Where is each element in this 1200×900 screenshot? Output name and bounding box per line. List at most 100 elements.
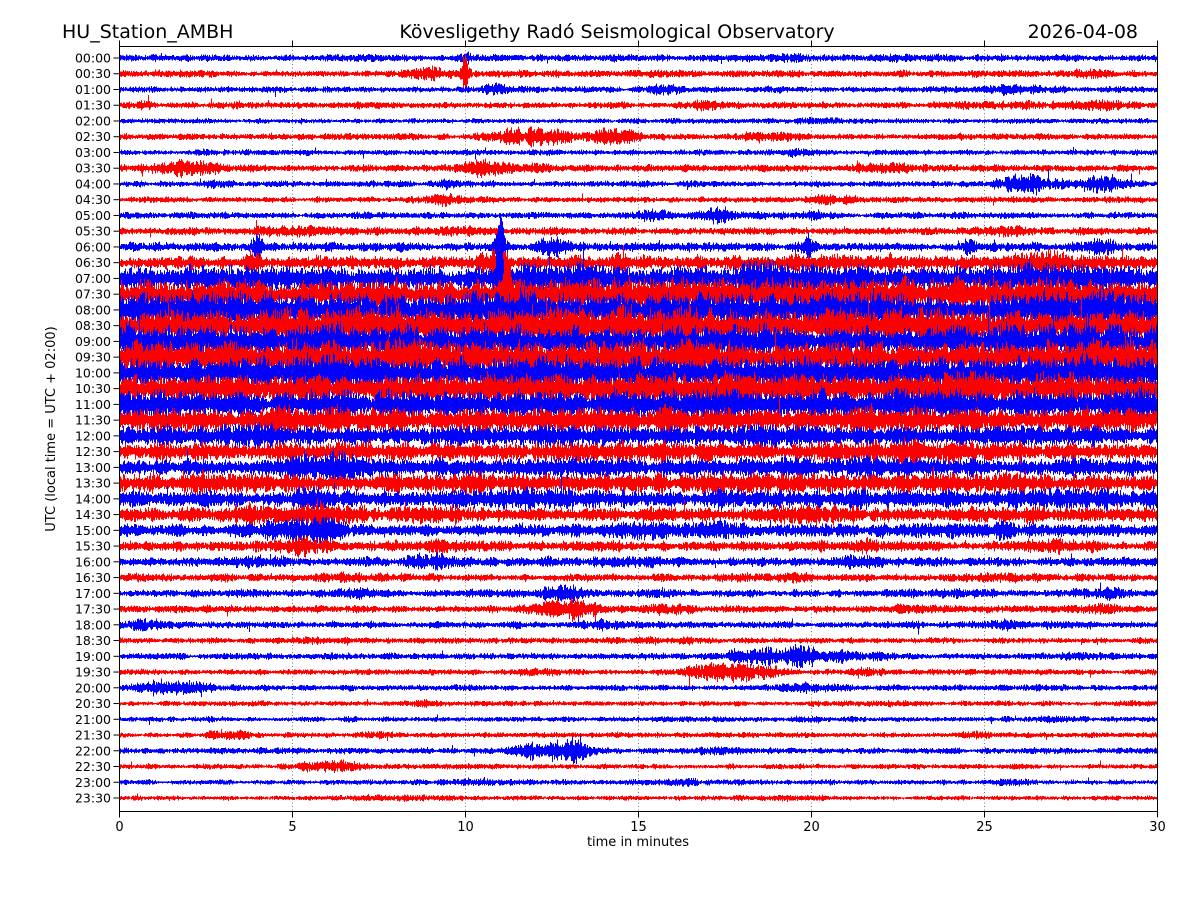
trace-row-16:00 [119,552,1158,571]
x-tick-label: 15 [630,820,647,835]
y-tick-label: 01:00 [75,82,111,97]
y-tick-label: 14:00 [75,491,111,506]
trace-row-01:00 [119,82,1158,98]
y-tick-label: 21:30 [75,728,111,743]
y-tick-label: 12:00 [75,428,111,443]
trace-row-14:00 [119,477,1158,512]
y-tick-label: 20:00 [75,680,111,695]
y-tick-label: 07:30 [75,287,111,302]
trace-row-21:30 [119,728,1158,741]
y-tick-label: 21:00 [75,712,111,727]
x-tick-label: 30 [1149,820,1166,835]
y-tick-label: 01:30 [75,98,111,113]
y-tick-label: 18:30 [75,633,111,648]
y-tick-label: 23:30 [75,791,111,806]
y-tick-label: 22:00 [75,743,111,758]
y-tick-label: 14:30 [75,507,111,522]
trace-row-07:30 [119,252,1158,337]
y-tick-label: 17:00 [75,586,111,601]
y-tick-label: 08:00 [75,302,111,317]
y-tick-label: 09:00 [75,334,111,349]
y-tick-label: 17:30 [75,602,111,617]
trace-row-16:30 [119,571,1158,584]
trace-row-14:30 [119,498,1158,530]
y-tick-label: 13:30 [75,476,111,491]
trace-row-10:30 [119,370,1158,420]
y-tick-label: 19:30 [75,665,111,680]
y-axis-label: UTC (local time = UTC + 02:00) [44,326,59,531]
y-tick-label: 15:00 [75,523,111,538]
y-tick-label: 09:30 [75,350,111,365]
y-tick-label: 16:30 [75,570,111,585]
x-tick-label: 5 [288,820,296,835]
y-tick-label: 22:30 [75,759,111,774]
y-tick-label: 06:30 [75,255,111,270]
trace-row-04:00 [119,168,1158,196]
y-tick-label: 12:30 [75,444,111,459]
trace-row-22:00 [119,735,1158,764]
trace-row-05:30 [119,220,1158,238]
plot-frame [119,46,1158,812]
y-tick-label: 00:00 [75,51,111,66]
trace-row-13:30 [119,466,1158,497]
trace-row-05:00 [119,206,1158,225]
trace-row-11:00 [119,385,1158,424]
y-tick-label: 02:30 [75,129,111,144]
trace-row-18:30 [119,635,1158,646]
trace-row-03:00 [119,147,1158,160]
trace-row-00:00 [119,51,1158,65]
trace-row-23:30 [119,793,1158,802]
y-tick-label: 20:30 [75,696,111,711]
y-tick-label: 11:00 [75,397,111,412]
x-tick-label: 20 [803,820,820,835]
trace-row-21:00 [119,714,1158,725]
y-tick-label: 05:30 [75,224,111,239]
station-title: HU_Station_AMBH [62,21,233,43]
trace-row-15:00 [119,516,1158,544]
x-axis-label: time in minutes [587,835,689,850]
trace-row-11:30 [119,398,1158,438]
trace-row-20:30 [119,699,1158,709]
y-tick-label: 07:00 [75,271,111,286]
y-tick-label: 06:00 [75,239,111,254]
trace-row-06:00 [119,216,1158,275]
trace-row-09:30 [119,332,1158,389]
trace-row-13:00 [119,449,1158,486]
y-tick-label: 13:00 [75,460,111,475]
trace-row-20:00 [119,678,1158,698]
trace-row-17:00 [119,582,1158,603]
trace-row-17:30 [119,597,1158,624]
trace-row-03:30 [119,158,1158,179]
x-tick-label: 25 [976,820,993,835]
trace-row-02:30 [119,126,1158,148]
trace-row-12:30 [119,437,1158,467]
y-tick-label: 03:00 [75,145,111,160]
y-tick-label: 10:00 [75,365,111,380]
trace-row-23:00 [119,777,1158,788]
y-tick-label: 05:00 [75,208,111,223]
y-tick-label: 15:30 [75,539,111,554]
y-tick-label: 00:30 [75,66,111,81]
trace-row-15:30 [119,535,1158,560]
y-tick-label: 04:00 [75,176,111,191]
y-tick-label: 08:30 [75,318,111,333]
date-title: 2026-04-08 [1028,21,1138,43]
trace-row-07:00 [119,236,1158,321]
trace-row-02:00 [119,116,1158,125]
grid-lines [292,46,985,812]
x-tick-label: 10 [457,820,474,835]
y-tick-label: 19:00 [75,649,111,664]
trace-rows [119,51,1158,802]
x-tick-label: 0 [115,820,123,835]
trace-row-12:00 [119,422,1158,450]
y-tick-label: 23:00 [75,775,111,790]
y-tick-label: 03:30 [75,161,111,176]
y-tick-label: 11:30 [75,413,111,428]
trace-row-04:30 [119,192,1158,207]
y-tick-label: 02:00 [75,113,111,128]
axis-tick-labels: 0 5 10 15 20 25 30 00:0000:3001:0001:3002:0002:… [75,51,1166,836]
trace-row-00:30 [119,54,1158,91]
trace-row-01:30 [119,94,1158,112]
